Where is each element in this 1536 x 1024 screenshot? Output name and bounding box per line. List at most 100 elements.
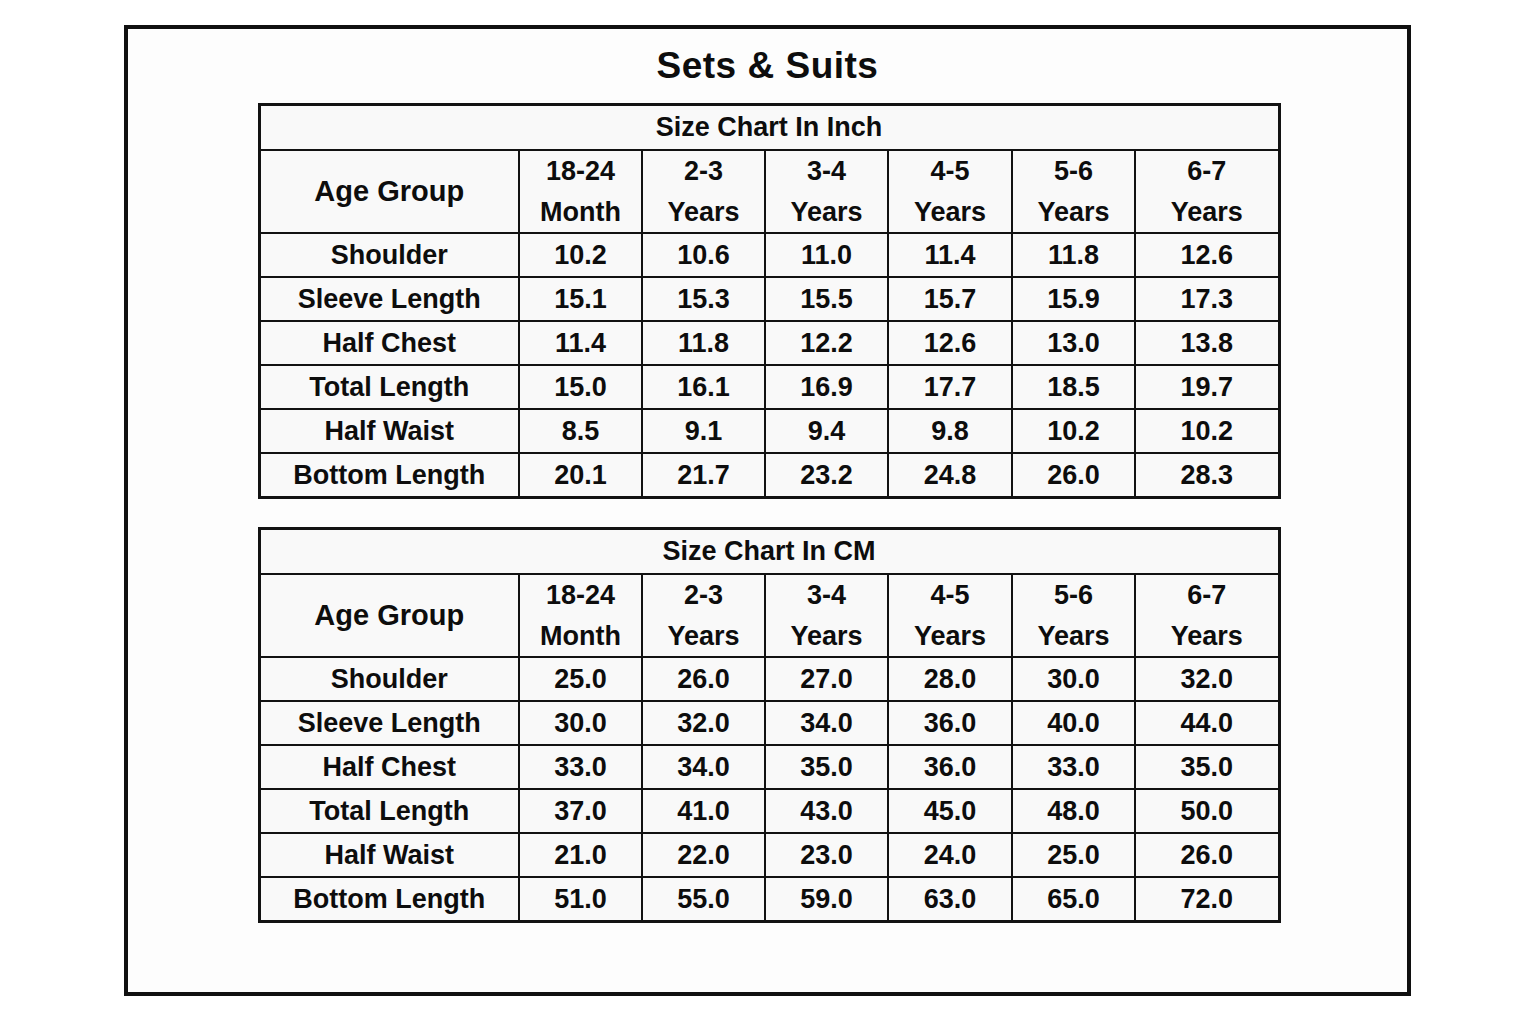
value-cell: 33.0 xyxy=(519,745,642,789)
value-cell: 50.0 xyxy=(1135,789,1279,833)
value-cell: 11.8 xyxy=(642,321,765,365)
value-cell: 8.5 xyxy=(519,409,642,453)
value-cell: 15.1 xyxy=(519,277,642,321)
value-cell: 10.2 xyxy=(1135,409,1279,453)
value-cell: 21.0 xyxy=(519,833,642,877)
column-header: 3-4 Years xyxy=(765,150,888,233)
value-cell: 25.0 xyxy=(519,657,642,701)
row-label: Bottom Length xyxy=(259,453,519,498)
tables-container: Size Chart In InchAge Group18-24 Month2-… xyxy=(258,103,1278,923)
value-cell: 41.0 xyxy=(642,789,765,833)
table-row: Half Chest33.034.035.036.033.035.0 xyxy=(259,745,1279,789)
column-header: 5-6 Years xyxy=(1012,574,1135,657)
value-cell: 72.0 xyxy=(1135,877,1279,922)
value-cell: 35.0 xyxy=(765,745,888,789)
value-cell: 55.0 xyxy=(642,877,765,922)
value-cell: 23.2 xyxy=(765,453,888,498)
row-label: Bottom Length xyxy=(259,877,519,922)
value-cell: 34.0 xyxy=(642,745,765,789)
value-cell: 15.9 xyxy=(1012,277,1135,321)
value-cell: 36.0 xyxy=(888,701,1012,745)
value-cell: 65.0 xyxy=(1012,877,1135,922)
value-cell: 10.6 xyxy=(642,233,765,277)
value-cell: 17.3 xyxy=(1135,277,1279,321)
value-cell: 21.7 xyxy=(642,453,765,498)
value-cell: 12.6 xyxy=(1135,233,1279,277)
value-cell: 11.4 xyxy=(888,233,1012,277)
row-label: Half Waist xyxy=(259,833,519,877)
row-label: Half Chest xyxy=(259,321,519,365)
table-row: Half Chest11.411.812.212.613.013.8 xyxy=(259,321,1279,365)
value-cell: 15.3 xyxy=(642,277,765,321)
table-row: Half Waist21.022.023.024.025.026.0 xyxy=(259,833,1279,877)
value-cell: 28.3 xyxy=(1135,453,1279,498)
column-header: 4-5 Years xyxy=(888,574,1012,657)
column-header: 18-24 Month xyxy=(519,150,642,233)
value-cell: 26.0 xyxy=(1012,453,1135,498)
value-cell: 15.0 xyxy=(519,365,642,409)
column-header: 5-6 Years xyxy=(1012,150,1135,233)
column-header: 2-3 Years xyxy=(642,150,765,233)
value-cell: 48.0 xyxy=(1012,789,1135,833)
value-cell: 22.0 xyxy=(642,833,765,877)
value-cell: 26.0 xyxy=(642,657,765,701)
row-label: Shoulder xyxy=(259,657,519,701)
size-chart-frame: Sets & Suits Size Chart In InchAge Group… xyxy=(124,25,1411,996)
row-label: Shoulder xyxy=(259,233,519,277)
value-cell: 32.0 xyxy=(1135,657,1279,701)
value-cell: 11.8 xyxy=(1012,233,1135,277)
table-row: Half Waist8.59.19.49.810.210.2 xyxy=(259,409,1279,453)
value-cell: 20.1 xyxy=(519,453,642,498)
age-group-header: Age Group xyxy=(259,574,519,657)
value-cell: 43.0 xyxy=(765,789,888,833)
value-cell: 24.0 xyxy=(888,833,1012,877)
value-cell: 33.0 xyxy=(1012,745,1135,789)
value-cell: 18.5 xyxy=(1012,365,1135,409)
value-cell: 27.0 xyxy=(765,657,888,701)
value-cell: 59.0 xyxy=(765,877,888,922)
value-cell: 44.0 xyxy=(1135,701,1279,745)
value-cell: 10.2 xyxy=(519,233,642,277)
table-row: Sleeve Length30.032.034.036.040.044.0 xyxy=(259,701,1279,745)
size-table-inch: Size Chart In InchAge Group18-24 Month2-… xyxy=(258,103,1281,499)
row-label: Total Length xyxy=(259,789,519,833)
value-cell: 17.7 xyxy=(888,365,1012,409)
value-cell: 25.0 xyxy=(1012,833,1135,877)
table-title-row: Size Chart In Inch xyxy=(259,105,1279,151)
table-title-row: Size Chart In CM xyxy=(259,529,1279,575)
value-cell: 9.4 xyxy=(765,409,888,453)
row-label: Half Waist xyxy=(259,409,519,453)
table-header-row: Age Group18-24 Month2-3 Years3-4 Years4-… xyxy=(259,574,1279,657)
table-title-inch: Size Chart In Inch xyxy=(259,105,1279,151)
column-header: 6-7 Years xyxy=(1135,150,1279,233)
value-cell: 16.9 xyxy=(765,365,888,409)
row-label: Total Length xyxy=(259,365,519,409)
table-row: Sleeve Length15.115.315.515.715.917.3 xyxy=(259,277,1279,321)
value-cell: 30.0 xyxy=(1012,657,1135,701)
column-header: 4-5 Years xyxy=(888,150,1012,233)
row-label: Sleeve Length xyxy=(259,701,519,745)
table-header-row: Age Group18-24 Month2-3 Years3-4 Years4-… xyxy=(259,150,1279,233)
value-cell: 19.7 xyxy=(1135,365,1279,409)
table-row: Shoulder25.026.027.028.030.032.0 xyxy=(259,657,1279,701)
value-cell: 9.1 xyxy=(642,409,765,453)
value-cell: 40.0 xyxy=(1012,701,1135,745)
value-cell: 24.8 xyxy=(888,453,1012,498)
table-row: Total Length37.041.043.045.048.050.0 xyxy=(259,789,1279,833)
value-cell: 45.0 xyxy=(888,789,1012,833)
value-cell: 9.8 xyxy=(888,409,1012,453)
value-cell: 23.0 xyxy=(765,833,888,877)
table-row: Shoulder10.210.611.011.411.812.6 xyxy=(259,233,1279,277)
size-table-cm: Size Chart In CMAge Group18-24 Month2-3 … xyxy=(258,527,1281,923)
value-cell: 35.0 xyxy=(1135,745,1279,789)
table-row: Total Length15.016.116.917.718.519.7 xyxy=(259,365,1279,409)
page-title: Sets & Suits xyxy=(128,44,1407,88)
value-cell: 16.1 xyxy=(642,365,765,409)
row-label: Sleeve Length xyxy=(259,277,519,321)
value-cell: 13.0 xyxy=(1012,321,1135,365)
value-cell: 15.5 xyxy=(765,277,888,321)
value-cell: 13.8 xyxy=(1135,321,1279,365)
value-cell: 63.0 xyxy=(888,877,1012,922)
value-cell: 30.0 xyxy=(519,701,642,745)
column-header: 18-24 Month xyxy=(519,574,642,657)
